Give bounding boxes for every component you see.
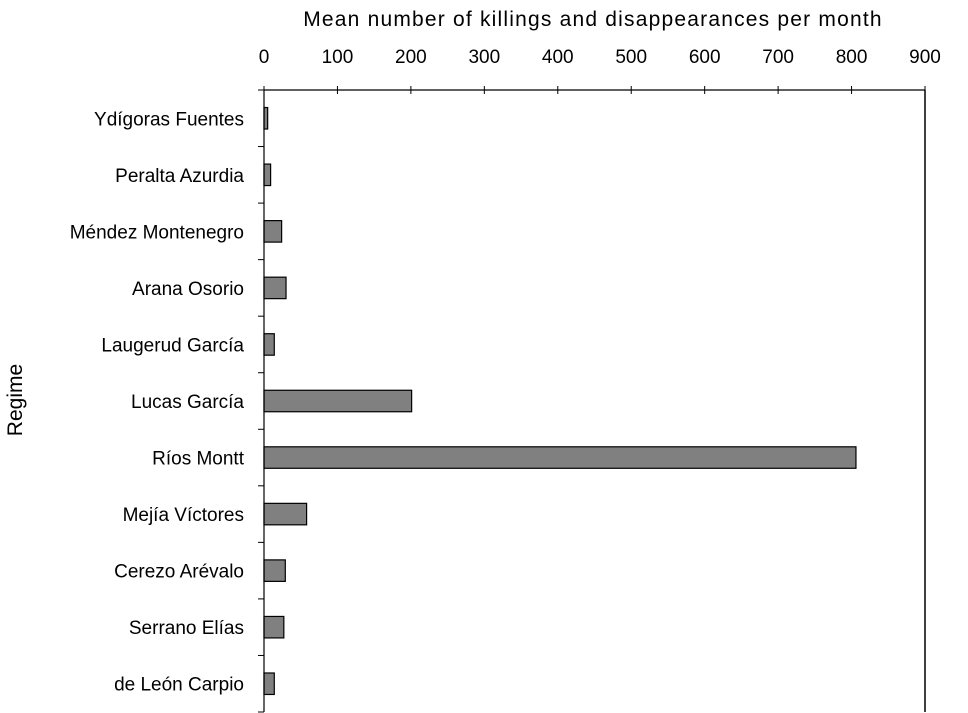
x-tick-label: 900 (909, 47, 941, 68)
x-tick-label: 400 (542, 47, 574, 68)
bar (263, 559, 286, 582)
category-label: Peralta Azurdia (115, 166, 244, 187)
bar (263, 276, 287, 300)
category-label: Cerezo Arévalo (114, 562, 244, 583)
axes (258, 89, 926, 713)
bar (263, 446, 857, 469)
category-label: Lucas García (131, 392, 244, 413)
bar (263, 615, 285, 639)
x-tick-label: 0 (259, 47, 270, 68)
x-tick-label: 800 (836, 47, 868, 68)
x-tick-label: 300 (468, 47, 500, 68)
category-label: Serrano Elías (129, 618, 244, 639)
bar (263, 502, 308, 526)
x-tick-label: 200 (395, 47, 427, 68)
x-tick-label: 700 (762, 47, 794, 68)
x-axis-ticks: 0 100 200 300 400 500 600 700 800 900 (259, 47, 941, 94)
category-label: de León Carpio (114, 675, 244, 696)
y-axis-title: Regime (4, 364, 27, 436)
bar (263, 389, 413, 413)
x-tick-label: 600 (689, 47, 721, 68)
bar (263, 333, 275, 356)
category-label: Méndez Montenegro (70, 222, 244, 243)
x-axis-title: Mean number of killings and disappearanc… (303, 8, 883, 31)
bar (263, 220, 283, 243)
category-label: Arana Osorio (132, 279, 244, 300)
bar (263, 672, 275, 696)
bars (263, 106, 857, 696)
category-label: Mejía Víctores (123, 505, 244, 526)
x-tick-label: 100 (322, 47, 354, 68)
category-label: Laugerud García (101, 335, 244, 356)
category-label: Ydígoras Fuentes (94, 109, 244, 130)
category-labels: Ydígoras Fuentes Peralta Azurdia Méndez Mo… (70, 109, 245, 695)
category-label: Ríos Montt (152, 449, 245, 470)
x-tick-label: 500 (615, 47, 647, 68)
bar (263, 163, 272, 187)
